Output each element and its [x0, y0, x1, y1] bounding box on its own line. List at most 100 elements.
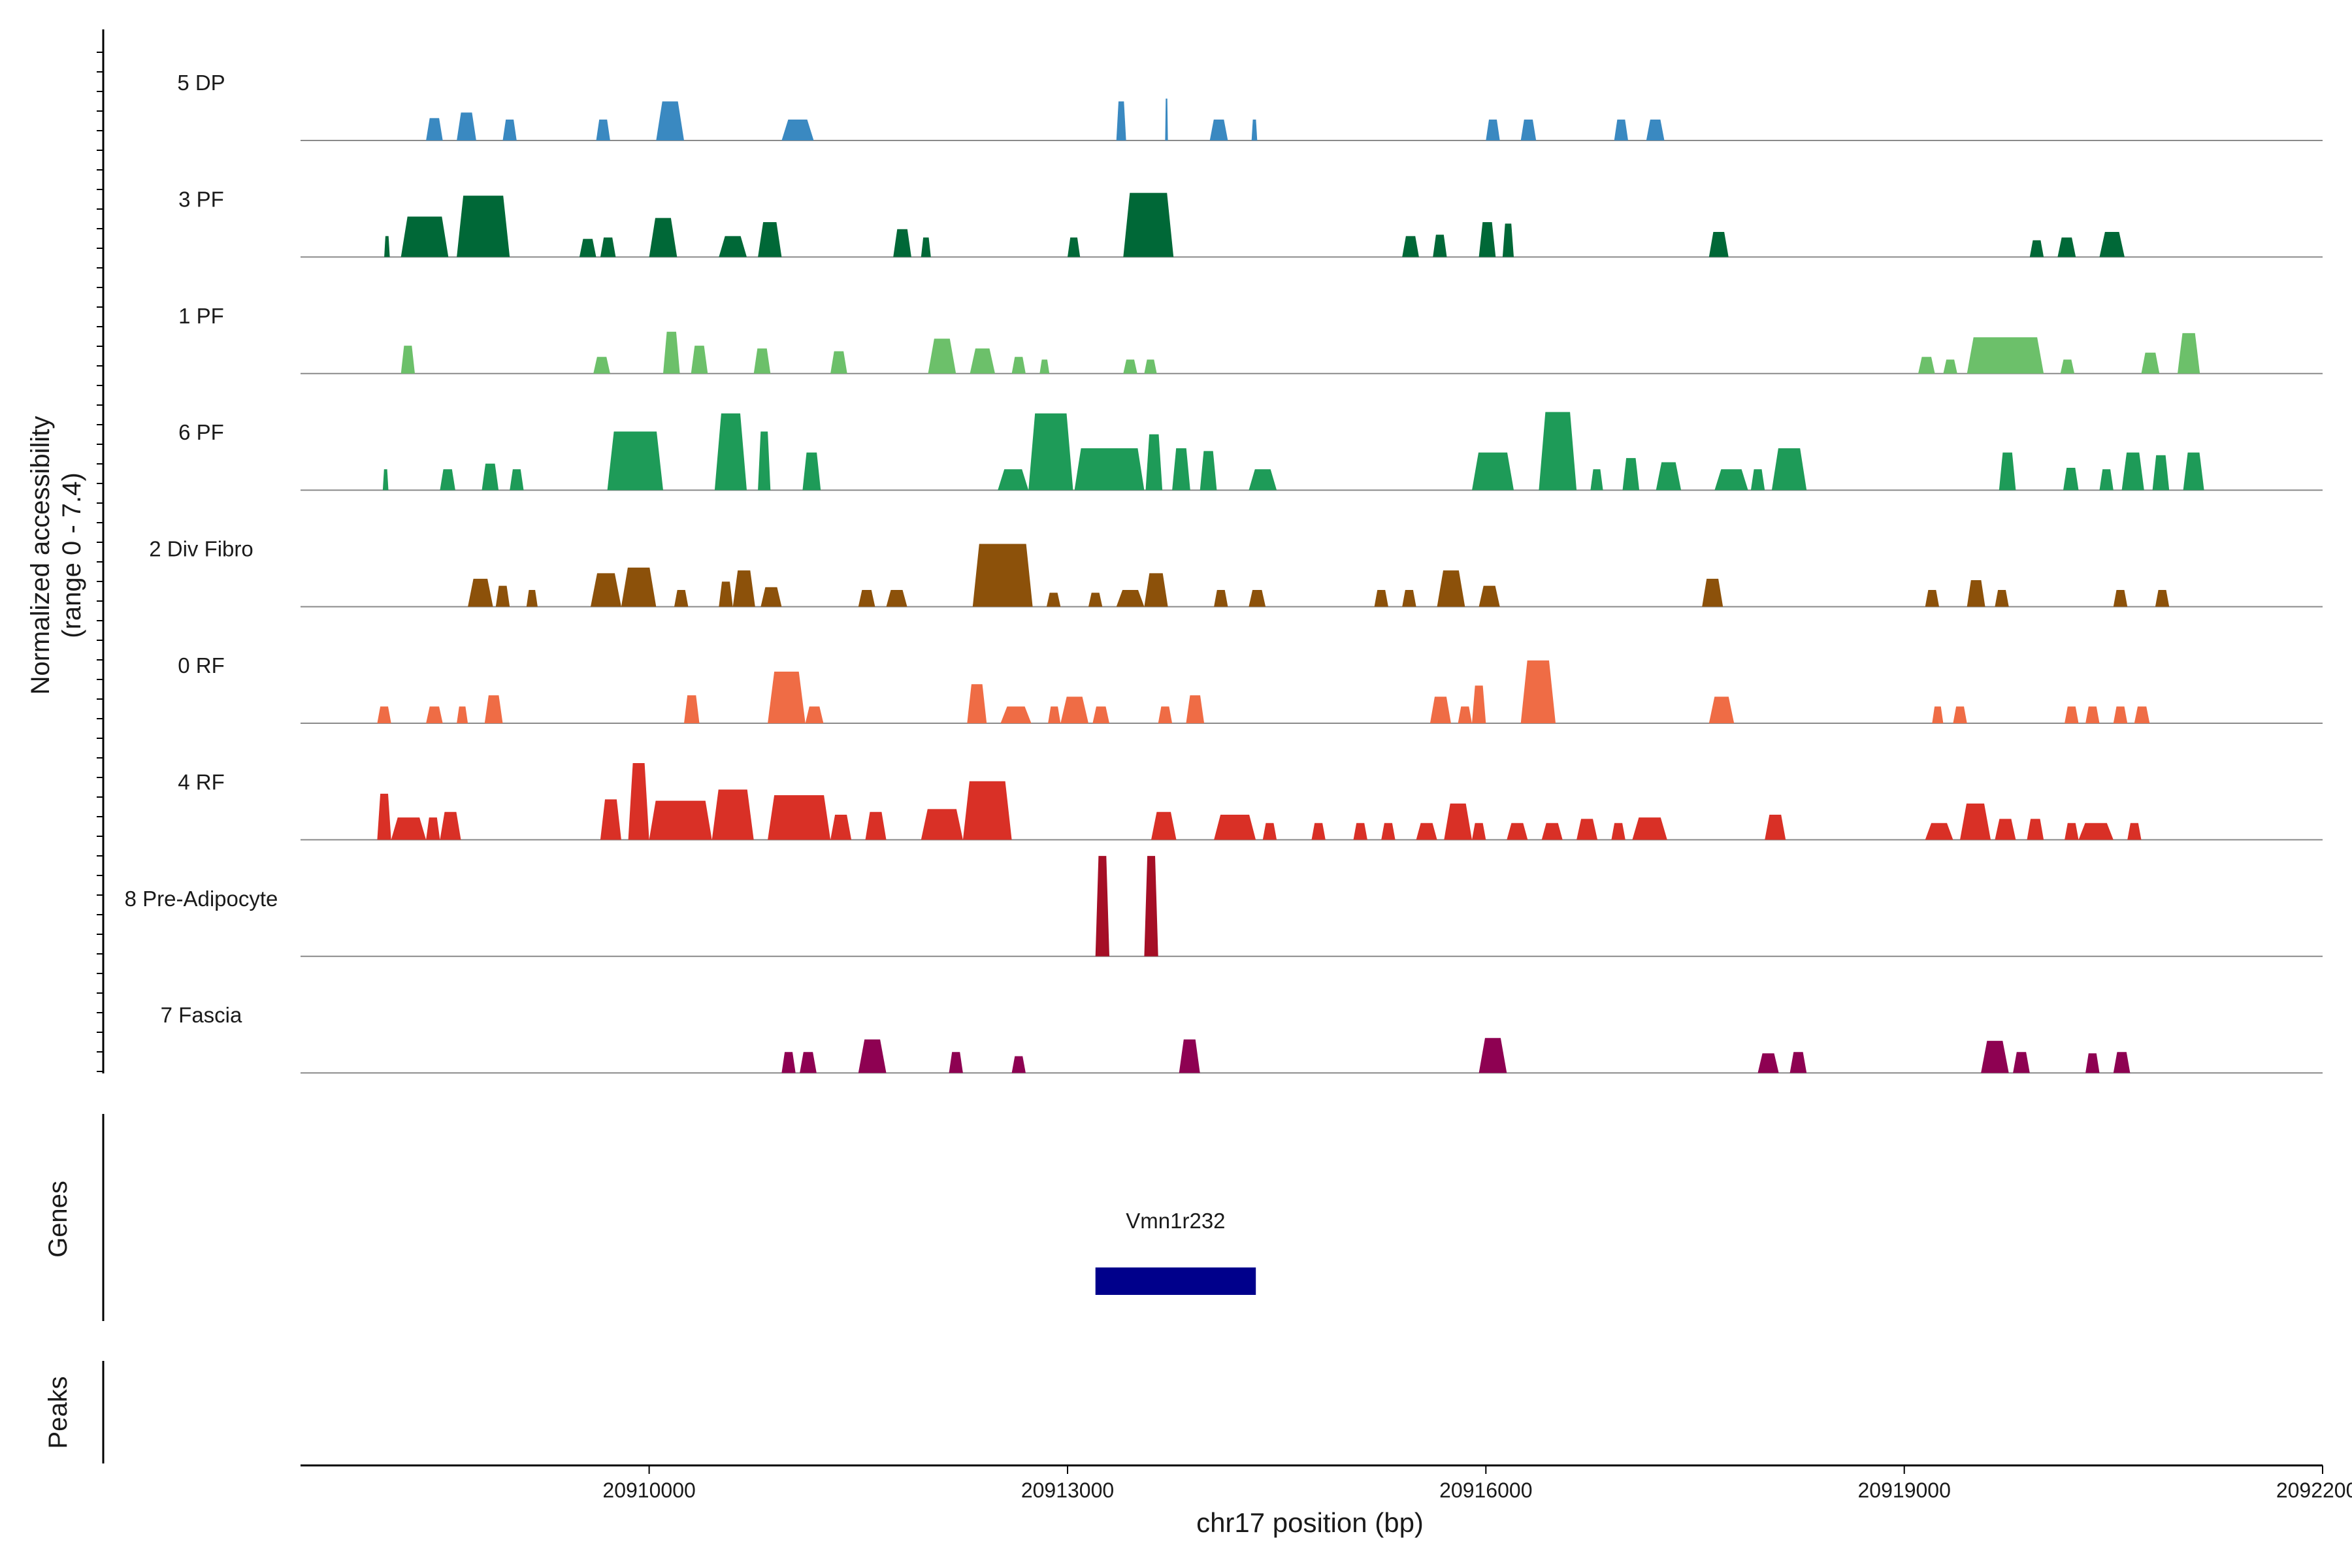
coverage-peak: [719, 236, 747, 257]
coverage-peak: [1590, 469, 1603, 491]
track-label: 1 PF: [178, 304, 224, 328]
coverage-peak: [457, 706, 468, 723]
coverage-peak: [781, 1052, 796, 1073]
coverage-peak: [1472, 685, 1486, 723]
coverage-peak: [377, 793, 391, 840]
coverage-peak: [1960, 803, 1991, 840]
genes-layer: Vmn1r232: [1095, 1209, 1256, 1295]
x-axis-label: chr17 position (bp): [1196, 1507, 1424, 1538]
coverage-peak: [1144, 573, 1168, 607]
coverage-peak: [1702, 578, 1723, 607]
coverage-peak: [1967, 337, 2044, 374]
coverage-peak: [495, 585, 510, 607]
coverage-peak: [468, 578, 493, 607]
coverage-peak: [1151, 811, 1177, 840]
coverage-peak: [1116, 101, 1126, 140]
coverage-peak: [656, 101, 684, 140]
coverage-peak: [400, 216, 449, 257]
y-axis-label-line2: (range 0 - 7.4): [57, 472, 86, 638]
coverage-peak: [921, 237, 931, 257]
coverage-peak: [2060, 359, 2075, 374]
coverage-peak: [1186, 695, 1205, 723]
coverage-peak: [457, 195, 510, 257]
coverage-peak: [962, 781, 1012, 840]
track-9: 7 Fascia: [161, 1003, 2323, 1074]
coverage-peak: [1116, 590, 1145, 607]
coverage-peak: [426, 118, 443, 140]
coverage-peak: [970, 348, 995, 374]
coverage-peak: [1123, 193, 1174, 257]
coverage-peak: [426, 706, 443, 723]
coverage-peak: [768, 795, 831, 840]
coverage-peak: [1092, 706, 1109, 723]
coverage-peak: [391, 817, 427, 840]
coverage-peak: [2078, 823, 2114, 840]
coverage-peak: [1478, 222, 1496, 257]
coverage-peak: [1433, 235, 1447, 257]
track-label: 5 DP: [177, 71, 225, 95]
coverage-peak: [1144, 359, 1157, 374]
coverage-peak: [384, 236, 390, 257]
coverage-peak: [1995, 590, 2009, 607]
coverage-peak: [591, 573, 621, 607]
coverage-peak: [1967, 580, 1985, 607]
coverage-peak: [1123, 359, 1137, 374]
coverage-peak: [1249, 469, 1277, 491]
coverage-peak: [1145, 434, 1163, 491]
track-3: 1 PF: [178, 304, 2323, 374]
coverage-peak: [482, 463, 499, 491]
coverage-peak: [1179, 1039, 1200, 1073]
coverage-peak: [2063, 468, 2079, 491]
coverage-peak: [1925, 823, 1953, 840]
coverage-peak: [2127, 823, 2142, 840]
coverage-peak: [2113, 706, 2128, 723]
x-tick-label: 20910000: [602, 1478, 695, 1502]
coverage-peak: [440, 469, 455, 491]
coverage-peak: [1789, 1052, 1807, 1073]
coverage-peak: [2057, 237, 2076, 257]
coverage-peak: [1999, 452, 2016, 491]
coverage-peak: [1953, 706, 1967, 723]
coverage-peak: [1039, 359, 1050, 374]
coverage-peak: [1614, 120, 1628, 140]
coverage-peak: [1611, 823, 1625, 840]
coverage-peak: [600, 799, 621, 840]
coverage-peak: [1622, 458, 1640, 491]
coverage-peak: [526, 590, 538, 607]
coverage-peak: [1262, 823, 1277, 840]
coverage-peak: [711, 789, 754, 840]
coverage-peak: [1646, 120, 1665, 140]
coverage-peak: [972, 544, 1033, 607]
coverage-peak: [921, 809, 963, 840]
coverage-peak: [1771, 448, 1807, 491]
coverage-peak: [1048, 706, 1061, 723]
coverage-peak: [1353, 823, 1367, 840]
coverage-peak: [1158, 706, 1173, 723]
coverage-peak: [600, 237, 616, 257]
coverage-peak: [579, 238, 596, 257]
coverage-peak: [1714, 469, 1748, 491]
coverage-peak: [1472, 823, 1486, 840]
coverage-peak: [1507, 823, 1528, 840]
coverage-peak: [1520, 660, 1556, 723]
coverage-peak: [967, 684, 987, 723]
coverage-peak: [1437, 570, 1465, 607]
track-label: 6 PF: [178, 420, 224, 444]
coverage-peak: [1068, 237, 1081, 257]
coverage-y-ticks: [97, 52, 103, 1072]
coverage-peak: [2029, 240, 2044, 257]
coverage-peak: [1416, 823, 1437, 840]
coverage-peak: [2134, 706, 2150, 723]
coverage-peak: [1478, 1037, 1507, 1073]
x-tick-label: 20922000: [2276, 1478, 2352, 1502]
coverage-peak: [760, 587, 782, 607]
coverage-peak: [2152, 455, 2170, 491]
coverage-peak: [1925, 590, 1939, 607]
coverage-peak: [1708, 232, 1729, 257]
coverage-peak: [1209, 120, 1228, 140]
coverage-peak: [400, 346, 415, 374]
coverage-peak: [1995, 819, 2016, 840]
coverage-peak: [1011, 1056, 1026, 1073]
coverage-peak: [1502, 223, 1514, 257]
coverage-peak: [1943, 359, 1957, 374]
